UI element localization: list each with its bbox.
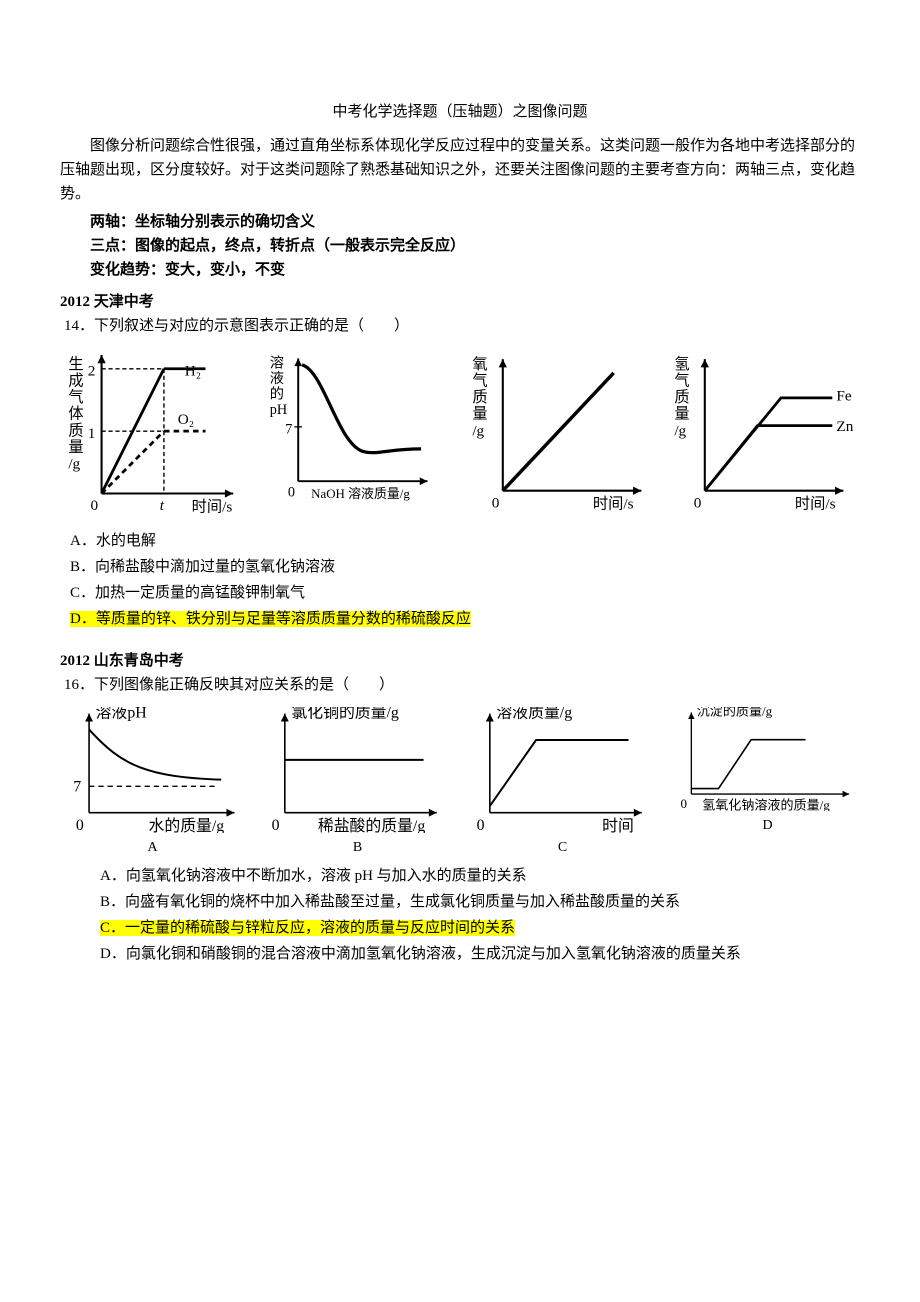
- exam2-header: 2012 山东青岛中考: [60, 649, 860, 673]
- exam2-a-letter: A: [147, 837, 157, 859]
- exam2-option-c: C．一定量的稀硫酸与锌粒反应，溶液的质量与反应时间的关系: [70, 916, 860, 940]
- chart-a-origin: 0: [90, 497, 98, 514]
- exam2-question: 16．下列图像能正确反映其对应关系的是（ ）: [64, 673, 860, 697]
- exam2-d-origin: 0: [680, 796, 687, 810]
- exam2-option-b: B．向盛有氧化铜的烧杯中加入稀盐酸至过量，生成氯化铜质量与加入稀盐酸质量的关系: [70, 890, 860, 914]
- exam2-chart-a: 溶液pH 7 0 水的质量/g A: [60, 707, 245, 859]
- exam2-b-ylabel: 氯化铜的质量/g: [291, 707, 398, 722]
- exam2-a-ytick: 7: [73, 779, 81, 796]
- exam2-d-ylabel: 沉淀的质量/g: [697, 707, 773, 719]
- chart-a-ylabel: 生成气体质量/g: [68, 356, 83, 473]
- chart-a-xlabel: 时间/s: [192, 499, 233, 515]
- exam1-option-d: D．等质量的锌、铁分别与足量等溶质质量分数的稀硫酸反应: [70, 607, 860, 631]
- exam1-option-a: A．水的电解: [70, 529, 860, 553]
- exam1-chart-d: 氢气质量/g Fe Zn 0 时间/s: [666, 348, 860, 514]
- chart-b-xlabel: NaOH 溶液质量/g: [311, 486, 410, 501]
- key-point-1: 两轴：坐标轴分别表示的确切含义: [60, 210, 860, 234]
- exam2-d-xlabel: 氢氧化钠溶液的质量/g: [702, 798, 830, 811]
- exam1-chart-c: 氧气质量/g 0 时间/s: [464, 348, 658, 514]
- exam2-option-c-highlight: C．一定量的稀硫酸与锌粒反应，溶液的质量与反应时间的关系: [100, 920, 515, 936]
- exam2-a-xlabel: 水的质量/g: [149, 817, 225, 832]
- exam2-chart-b: 氯化铜的质量/g 0 稀盐酸的质量/g B: [265, 707, 450, 859]
- chart-b-ylabel: 溶液的pH: [270, 354, 287, 418]
- exam1-question: 14．下列叙述与对应的示意图表示正确的是（ ）: [64, 314, 860, 338]
- exam2-c-origin: 0: [477, 817, 485, 833]
- exam2-a-origin: 0: [76, 817, 84, 833]
- chart-d-ylabel: 氢气质量/g: [674, 356, 689, 440]
- exam2-d-letter: D: [762, 815, 772, 837]
- exam2-b-origin: 0: [272, 817, 280, 833]
- chart-d-zn-label: Zn: [836, 418, 853, 435]
- exam1-header: 2012 天津中考: [60, 290, 860, 314]
- key-point-2: 三点：图像的起点，终点，转折点（一般表示完全反应）: [60, 234, 860, 258]
- chart-a-h2-label: H₂: [185, 363, 201, 380]
- exam2-chart-c: 溶液质量/g 0 时间 C: [470, 707, 655, 859]
- intro-paragraph: 图像分析问题综合性很强，通过直角坐标系体现化学反应过程中的变量关系。这类问题一般…: [60, 134, 860, 206]
- doc-title: 中考化学选择题（压轴题）之图像问题: [60, 100, 860, 124]
- chart-b-ytick: 7: [285, 421, 292, 437]
- exam2-b-xlabel: 稀盐酸的质量/g: [318, 817, 425, 832]
- chart-c-ylabel: 氧气质量/g: [472, 356, 487, 440]
- chart-a-o2-label: O₂: [178, 411, 194, 428]
- exam2-option-a: A．向氢氧化钠溶液中不断加水，溶液 pH 与加入水的质量的关系: [70, 864, 860, 888]
- chart-a-ytick1: 1: [88, 425, 96, 442]
- exam2-c-letter: C: [558, 837, 567, 859]
- chart-d-origin: 0: [694, 494, 702, 511]
- exam2-c-ylabel: 溶液质量/g: [496, 707, 572, 722]
- exam2-chart-d: 沉淀的质量/g 0 氢氧化钠溶液的质量/g D: [675, 707, 860, 859]
- chart-c-origin: 0: [492, 494, 500, 511]
- exam2-charts-row: 溶液pH 7 0 水的质量/g A 氯化铜的质量/g 0 稀盐酸的质量/g: [60, 707, 860, 859]
- exam1-option-b: B．向稀盐酸中滴加过量的氢氧化钠溶液: [70, 555, 860, 579]
- exam1-chart-a: 生成气体质量/g H₂ O₂ 1 2 0: [60, 348, 254, 514]
- exam2-b-letter: B: [353, 837, 362, 859]
- exam1-charts-row: 生成气体质量/g H₂ O₂ 1 2 0: [60, 348, 860, 514]
- chart-a-ytick2: 2: [88, 363, 96, 380]
- chart-b-origin: 0: [288, 485, 295, 501]
- chart-a-xtick: t: [160, 497, 165, 514]
- chart-d-fe-label: Fe: [836, 388, 851, 405]
- chart-c-xlabel: 时间/s: [593, 496, 634, 513]
- exam1-option-c: C．加热一定质量的高锰酸钾制氧气: [70, 581, 860, 605]
- exam2-option-d: D．向氯化铜和硝酸铜的混合溶液中滴加氢氧化钠溶液，生成沉淀与加入氢氧化钠溶液的质…: [70, 942, 860, 966]
- exam2-c-xlabel: 时间: [602, 817, 634, 832]
- exam1-option-d-highlight: D．等质量的锌、铁分别与足量等溶质质量分数的稀硫酸反应: [70, 611, 471, 627]
- exam2-a-ylabel: 溶液pH: [96, 707, 147, 722]
- exam1-chart-b: 溶液的pH 7 0 NaOH 溶液质量/g: [262, 348, 456, 514]
- chart-d-xlabel: 时间/s: [795, 496, 836, 513]
- key-point-3: 变化趋势：变大，变小，不变: [60, 258, 860, 282]
